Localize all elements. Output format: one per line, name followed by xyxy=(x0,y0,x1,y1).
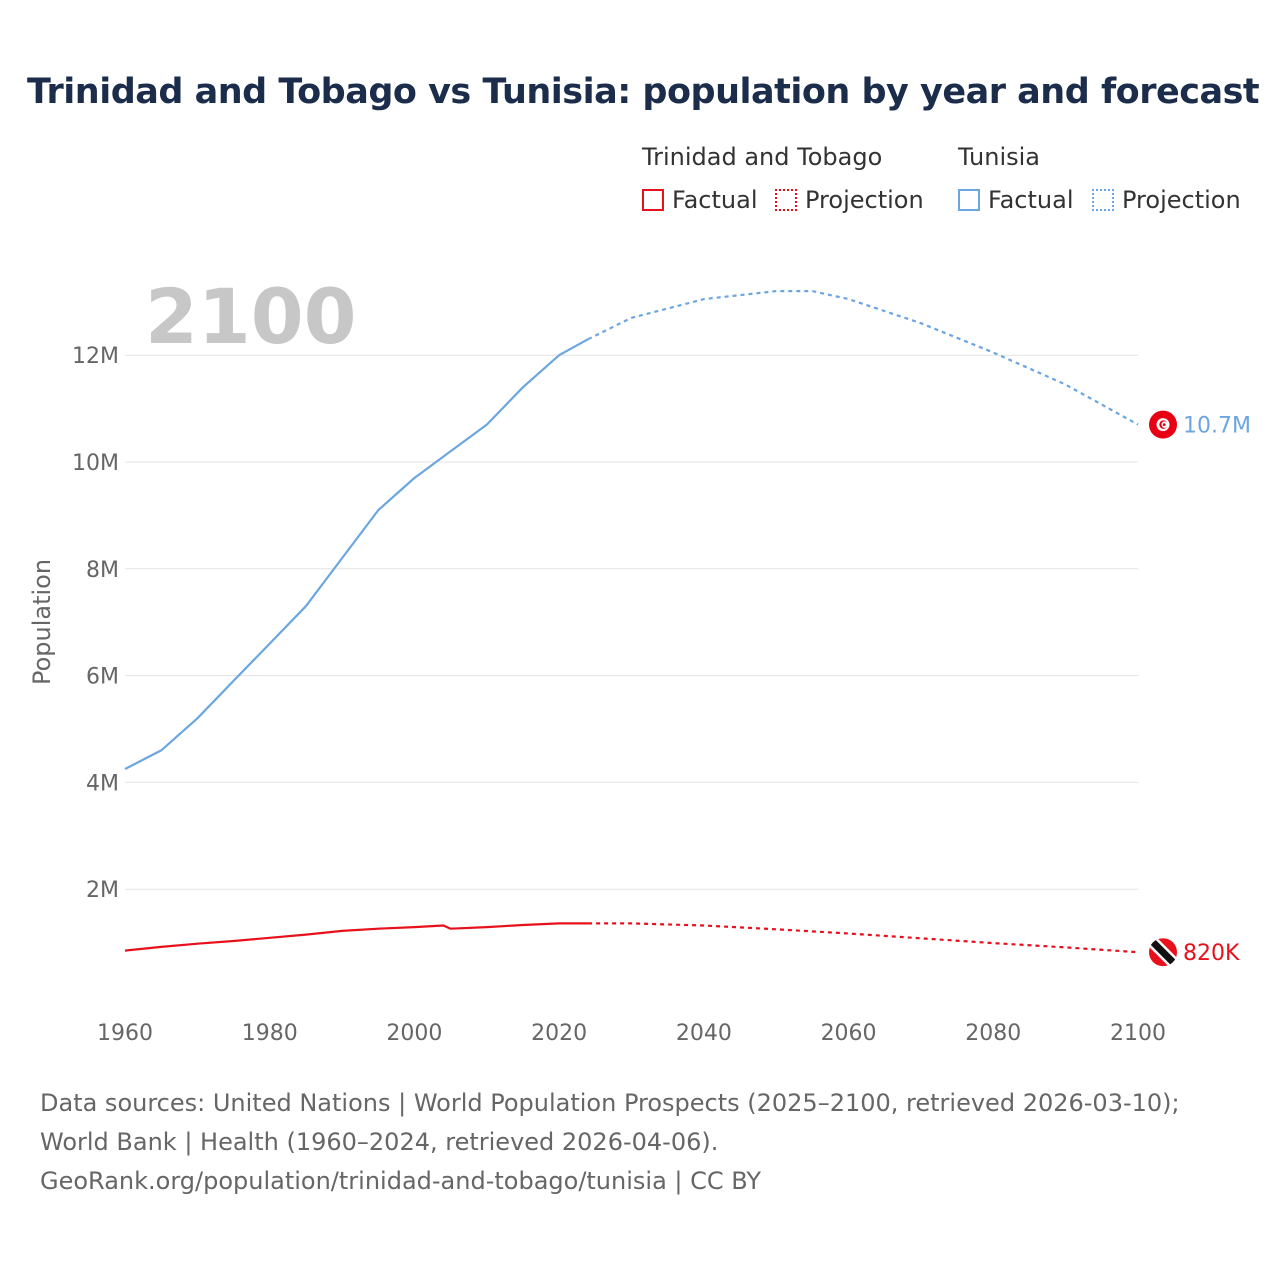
legend-label: Projection xyxy=(1122,186,1241,214)
flag-body xyxy=(1149,938,1177,967)
series-line-trinidad-and-tobago-projection xyxy=(588,922,1139,954)
data-source-note: Data sources: United Nations | World Pop… xyxy=(40,1084,1240,1201)
y-tick-label: 8M xyxy=(86,558,119,583)
legend-item-trinidad-projection[interactable]: Projection xyxy=(775,186,924,214)
x-tick-label: 2020 xyxy=(531,1021,587,1046)
series-line-tunisia-factual xyxy=(124,338,589,770)
legend-label: Projection xyxy=(805,186,924,214)
y-tick-label: 2M xyxy=(86,878,119,903)
legend-item-tunisia-projection[interactable]: Projection xyxy=(1092,186,1241,214)
gridlines xyxy=(125,354,1138,890)
legend-swatch-dotted xyxy=(1092,189,1114,211)
y-tick-label: 4M xyxy=(86,771,119,796)
series-line-tunisia-projection xyxy=(587,290,1139,426)
y-axis-label: Population xyxy=(28,559,56,685)
tunisia-flag-icon xyxy=(1149,410,1177,439)
legend-group-title-trinidad: Trinidad and Tobago xyxy=(642,143,883,171)
legend-swatch-solid xyxy=(958,189,980,211)
y-tick-label: 10M xyxy=(72,451,119,476)
series-end-markers: 820K 10.7M xyxy=(1149,410,1251,967)
x-tick-label: 2000 xyxy=(386,1021,442,1046)
x-tick-label: 1980 xyxy=(242,1021,298,1046)
legend-label: Factual xyxy=(988,186,1074,214)
x-tick-label: 2060 xyxy=(821,1021,877,1046)
flag-star xyxy=(1162,423,1166,427)
legend-swatch-solid xyxy=(642,189,664,211)
series-end-label: 820K xyxy=(1183,941,1240,966)
source-text: Data sources: United Nations | World Pop… xyxy=(40,1089,1180,1156)
y-tick-label: 6M xyxy=(86,665,119,690)
series-line-trinidad-and-tobago-factual xyxy=(124,922,589,952)
source-link[interactable]: GeoRank.org/population/trinidad-and-toba… xyxy=(40,1167,762,1195)
x-tick-label: 2040 xyxy=(676,1021,732,1046)
x-tick-label: 1960 xyxy=(97,1021,153,1046)
legend-group-title-tunisia: Tunisia xyxy=(958,143,1040,171)
chart-title: Trinidad and Tobago vs Tunisia: populati… xyxy=(27,72,1260,112)
x-tick-label: 2080 xyxy=(965,1021,1021,1046)
year-watermark: 2100 xyxy=(145,272,357,361)
trinidad-and-tobago-flag-icon xyxy=(1149,938,1177,967)
series-end-label: 10.7M xyxy=(1183,414,1251,439)
x-axis: 1960 1980 2000 2020 2040 2060 2080 2100 xyxy=(97,1021,1166,1046)
legend-swatch-dotted xyxy=(775,189,797,211)
x-tick-label: 2100 xyxy=(1110,1021,1166,1046)
y-tick-label: 12M xyxy=(72,344,119,369)
series-lines xyxy=(124,290,1139,954)
legend-label: Factual xyxy=(672,186,758,214)
legend-item-trinidad-factual[interactable]: Factual xyxy=(642,186,758,214)
y-axis: 2M 4M 6M 8M 10M 12M xyxy=(72,344,119,903)
legend-item-tunisia-factual[interactable]: Factual xyxy=(958,186,1074,214)
